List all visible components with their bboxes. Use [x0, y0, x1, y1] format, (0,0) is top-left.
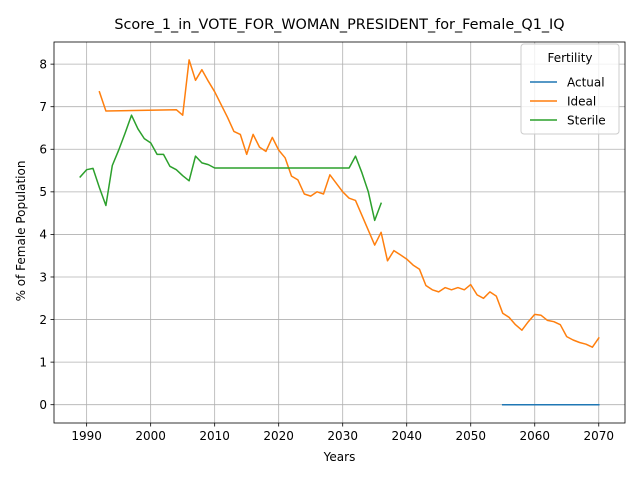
y-tick-label: 1: [39, 355, 47, 369]
legend-label-actual: Actual: [567, 75, 605, 89]
legend-label-ideal: Ideal: [567, 94, 596, 108]
x-tick-label: 1990: [71, 429, 102, 443]
series-line-sterile: [79, 114, 383, 222]
x-axis: 1990 2000 2010 2020 2030 2040 2050 2060 2070: [71, 423, 614, 443]
y-tick-label: 8: [39, 57, 47, 71]
x-axis-label: Years: [323, 450, 356, 464]
y-axis: 0 1 2 3 4 5 6 7 8: [39, 57, 54, 412]
y-tick-label: 6: [39, 143, 47, 157]
chart-title: Score_1_in_VOTE_FOR_WOMAN_PRESIDENT_for_…: [114, 17, 564, 33]
y-tick-label: 5: [39, 185, 47, 199]
x-tick-label: 2070: [583, 429, 614, 443]
y-axis-label: % of Female Population: [14, 161, 28, 302]
axes-frame: [53, 41, 626, 424]
x-tick-label: 2060: [519, 429, 550, 443]
y-tick-label: 7: [39, 100, 47, 114]
x-tick-label: 2010: [199, 429, 230, 443]
series-layer: [79, 59, 600, 406]
x-tick-label: 2030: [327, 429, 358, 443]
x-tick-label: 2020: [263, 429, 294, 443]
legend: Fertility Actual Ideal Sterile: [520, 43, 620, 135]
x-tick-label: 2040: [391, 429, 422, 443]
y-tick-label: 2: [39, 313, 47, 327]
x-tick-label: 2000: [135, 429, 166, 443]
legend-label-sterile: Sterile: [567, 113, 606, 127]
y-tick-label: 4: [39, 228, 47, 242]
series-line-ideal: [98, 59, 600, 348]
y-tick-label: 3: [39, 270, 47, 284]
legend-title: Fertility: [547, 51, 592, 65]
legend-box: [520, 43, 620, 135]
y-tick-label: 0: [39, 398, 47, 412]
x-tick-label: 2050: [455, 429, 486, 443]
